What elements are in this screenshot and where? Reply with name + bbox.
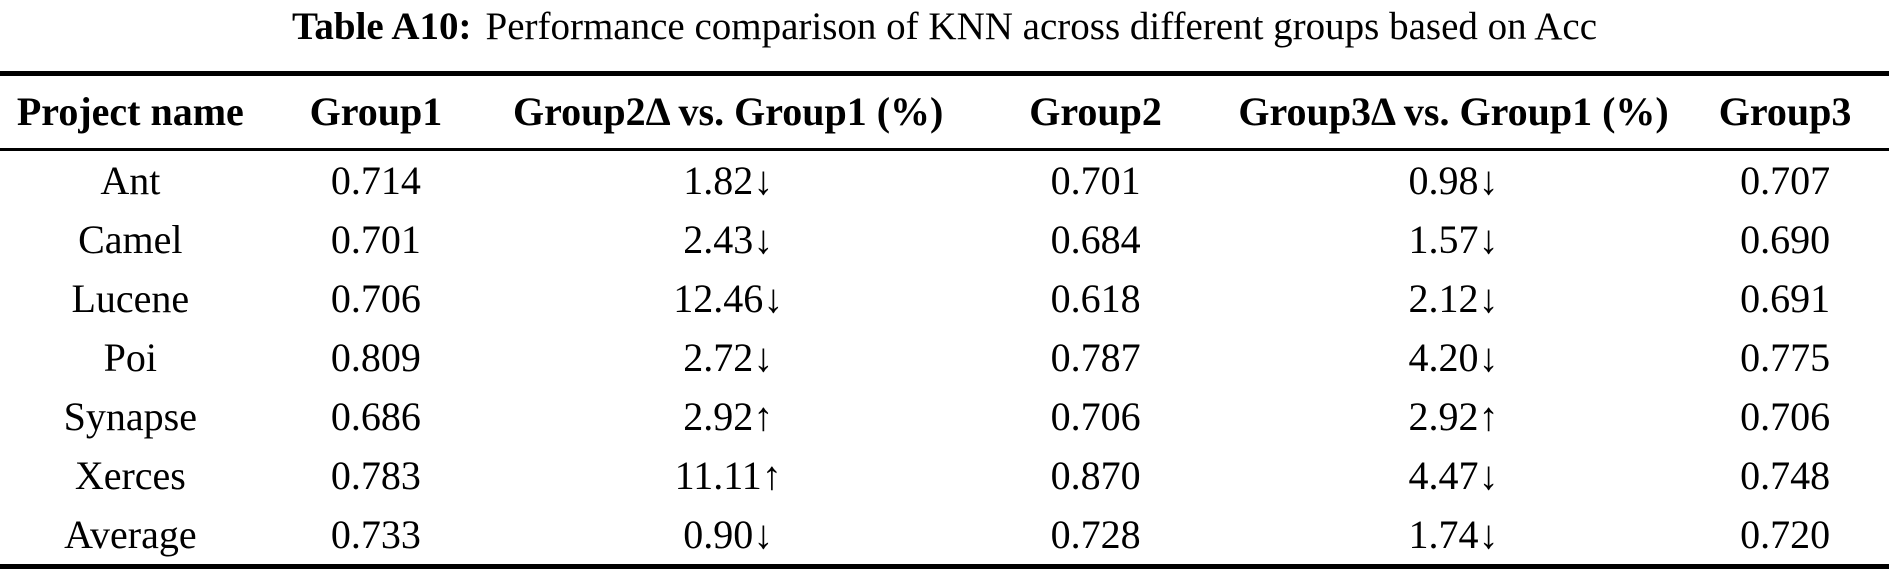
- table-row-lucene: Lucene 0.706 12.46↓ 0.618 2.12↓ 0.691: [0, 269, 1889, 328]
- table-row-ant: Ant 0.714 1.82↓ 0.701 0.98↓ 0.707: [0, 149, 1889, 210]
- table-row-average: Average 0.733 0.90↓ 0.728 1.74↓ 0.720: [0, 505, 1889, 567]
- cell-group2-delta: 1.82↓: [683, 157, 774, 203]
- cell-project: Xerces: [74, 452, 186, 498]
- cell-group1: 0.714: [330, 157, 421, 203]
- cell-project: Ant: [100, 157, 161, 203]
- table-caption-label: Table A10:: [291, 5, 472, 48]
- table-caption: Table A10: Performance comparison of KNN …: [0, 5, 1889, 50]
- cell-group1: 0.783: [330, 452, 421, 498]
- cell-group3-delta: 4.47↓: [1408, 452, 1499, 498]
- cell-project: Synapse: [63, 393, 197, 439]
- cell-group3-delta: 2.12↓: [1408, 275, 1499, 321]
- cell-group1: 0.809: [330, 334, 421, 380]
- table-row-poi: Poi 0.809 2.72↓ 0.787 4.20↓ 0.775: [0, 328, 1889, 387]
- cell-group1: 0.701: [330, 216, 421, 262]
- col-header-project-name: Project name: [0, 73, 261, 151]
- cell-group2-delta: 2.43↓: [683, 216, 774, 262]
- cell-group3: 0.775: [1740, 334, 1831, 380]
- cell-group3-delta: 4.20↓: [1408, 334, 1499, 380]
- cell-group3: 0.691: [1740, 275, 1831, 321]
- cell-group3-delta: 1.74↓: [1408, 511, 1499, 557]
- cell-project: Average: [64, 511, 197, 557]
- cell-group2-delta: 11.11↑: [674, 452, 782, 498]
- cell-project: Lucene: [71, 275, 190, 321]
- cell-group2-delta: 0.90↓: [683, 511, 774, 557]
- cell-group2-delta: 2.92↑: [683, 393, 774, 439]
- header-row: Project name Group1 Group2Δ vs. Group1 (…: [0, 73, 1889, 151]
- cell-group3-delta: 0.98↓: [1408, 157, 1499, 203]
- cell-group3-delta: 1.57↓: [1408, 216, 1499, 262]
- cell-group1: 0.706: [330, 275, 421, 321]
- cell-group2: 0.706: [1050, 393, 1141, 439]
- cell-group3: 0.690: [1740, 216, 1831, 262]
- cell-group2-delta: 2.72↓: [683, 334, 774, 380]
- table-row-camel: Camel 0.701 2.43↓ 0.684 1.57↓ 0.690: [0, 210, 1889, 269]
- cell-group1: 0.733: [330, 511, 421, 557]
- cell-project: Camel: [78, 216, 183, 262]
- cell-group3: 0.706: [1740, 393, 1831, 439]
- cell-group2: 0.870: [1050, 452, 1141, 498]
- col-header-group1: Group1: [260, 73, 492, 151]
- cell-group2: 0.787: [1050, 334, 1141, 380]
- cell-group2: 0.684: [1050, 216, 1141, 262]
- performance-comparison-table: Project name Group1 Group2Δ vs. Group1 (…: [0, 70, 1889, 569]
- cell-group3: 0.707: [1740, 157, 1831, 203]
- cell-group3-delta: 2.92↑: [1408, 393, 1499, 439]
- cell-group3: 0.748: [1740, 452, 1831, 498]
- cell-group2-delta: 12.46↓: [673, 275, 784, 321]
- cell-group2: 0.728: [1050, 511, 1141, 557]
- cell-group2: 0.701: [1050, 157, 1141, 203]
- col-header-group3: Group3: [1681, 73, 1889, 151]
- table-caption-text: Performance comparison of KNN across dif…: [485, 5, 1598, 48]
- col-header-group2-delta: Group2Δ vs. Group1 (%): [491, 73, 966, 151]
- cell-group1: 0.686: [330, 393, 421, 439]
- table-row-xerces: Xerces 0.783 11.11↑ 0.870 4.47↓ 0.748: [0, 446, 1889, 505]
- table-row-synapse: Synapse 0.686 2.92↑ 0.706 2.92↑ 0.706: [0, 387, 1889, 446]
- cell-project: Poi: [103, 334, 158, 380]
- col-header-group2: Group2: [965, 73, 1226, 151]
- col-header-group3-delta: Group3Δ vs. Group1 (%): [1225, 73, 1682, 151]
- cell-group3: 0.720: [1740, 511, 1831, 557]
- cell-group2: 0.618: [1050, 275, 1141, 321]
